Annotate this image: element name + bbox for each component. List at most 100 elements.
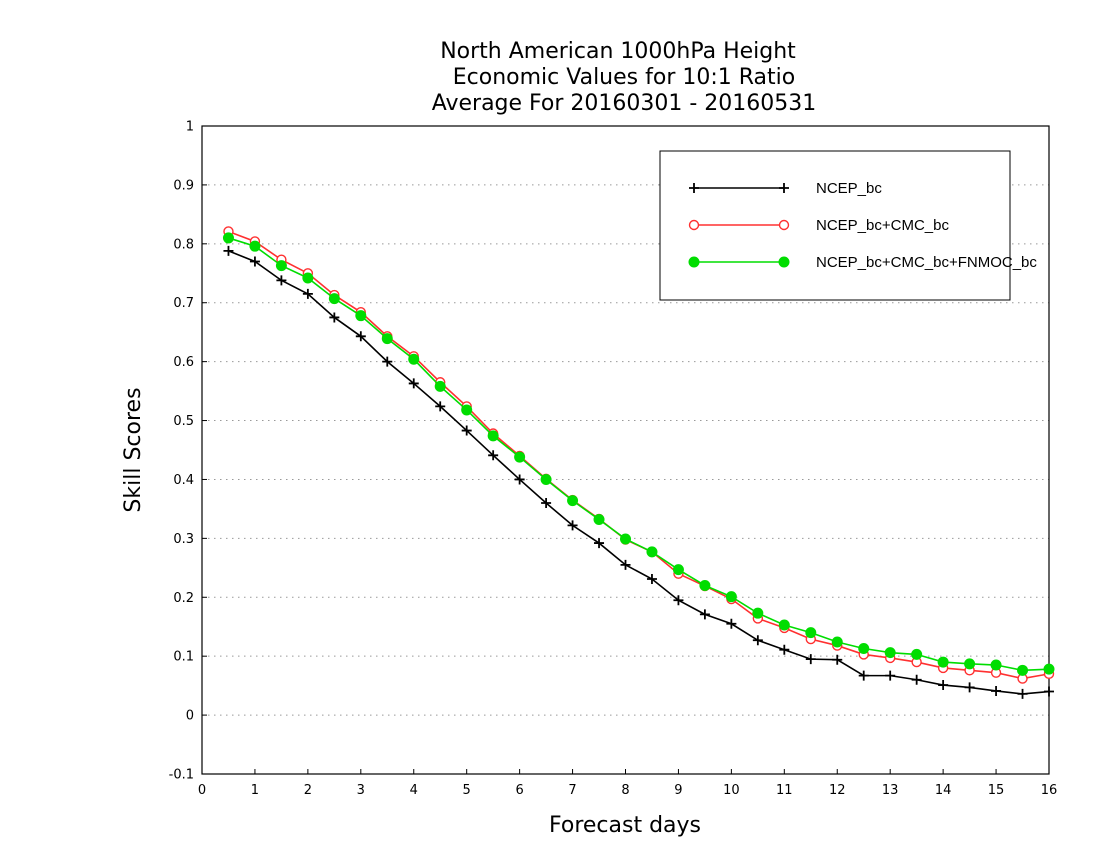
x-tick-label-2: 2 xyxy=(304,783,312,798)
series-0-point-5 xyxy=(355,331,366,342)
x-tick-label-11: 11 xyxy=(776,783,793,798)
series-2-point-4 xyxy=(328,293,340,305)
series-0-point-18 xyxy=(699,609,710,620)
series-2-point-8 xyxy=(434,380,446,392)
series-2-point-15 xyxy=(620,533,631,545)
series-0-point-28 xyxy=(964,682,975,693)
series-2-point-1 xyxy=(249,240,261,252)
x-tick-label-16: 16 xyxy=(1041,783,1058,798)
series-2-point-5 xyxy=(355,310,367,322)
x-tick-label-13: 13 xyxy=(882,783,899,798)
x-axis-ticks: 0 1 2 3 4 5 6 7 8 9 10 11 12 13 14 15 16 xyxy=(198,769,1057,798)
y-tick-label-5: 0.4 xyxy=(173,473,194,488)
series-0-point-15 xyxy=(620,559,631,570)
series-0-point-21 xyxy=(779,644,790,655)
y-tick-label-2: 0.1 xyxy=(173,650,194,665)
series-0-point-25 xyxy=(885,670,896,681)
series-2-point-19 xyxy=(725,591,737,603)
legend-item-2: NCEP_bc+CMC_bc+FNMOC_bc xyxy=(688,254,1037,271)
legend-label-2: NCEP_bc+CMC_bc+FNMOC_bc xyxy=(816,254,1037,271)
series-0-point-23 xyxy=(832,654,843,665)
y-tick-label-4: 0.3 xyxy=(173,532,194,547)
legend-marker-start-1 xyxy=(688,219,700,231)
x-tick-label-3: 3 xyxy=(357,783,365,798)
series-2-point-22 xyxy=(805,627,817,639)
y-tick-label-7: 0.6 xyxy=(173,355,194,370)
legend-marker-start-2 xyxy=(688,256,700,268)
series-2-point-11 xyxy=(514,451,526,463)
x-tick-label-7: 7 xyxy=(568,783,576,798)
series-0-point-26 xyxy=(911,674,922,685)
series-0-point-30 xyxy=(1017,688,1028,699)
legend: NCEP_bc NCEP_bc+CMC_bc NCEP_bc+CMC_bc+FNMO… xyxy=(659,150,1037,301)
chart-title: North American 1000hPa Height Economic V… xyxy=(432,39,817,116)
series-0-point-17 xyxy=(673,595,684,606)
legend-marker-end-2 xyxy=(778,256,790,268)
series-2-point-23 xyxy=(831,636,843,648)
y-tick-label-9: 0.8 xyxy=(173,237,194,252)
legend-item-0: NCEP_bc xyxy=(689,180,882,197)
series-2-point-21 xyxy=(778,619,790,631)
legend-marker-start-0 xyxy=(689,183,699,193)
x-tick-label-12: 12 xyxy=(829,783,846,798)
legend-marker-end-1 xyxy=(778,219,790,231)
x-tick-label-9: 9 xyxy=(674,783,682,798)
series-2-point-29 xyxy=(990,659,1002,671)
y-axis-ticks: -0.1 0 0.1 0.2 0.3 0.4 0.5 0.6 0.7 0.8 0.9 1 xyxy=(169,120,207,783)
series-2-point-6 xyxy=(381,333,393,345)
series-2-point-31 xyxy=(1043,663,1055,675)
series-0-point-27 xyxy=(938,680,949,691)
legend-item-1: NCEP_bc+CMC_bc xyxy=(688,217,949,234)
series-0-point-29 xyxy=(991,685,1002,696)
series-2-point-16 xyxy=(646,546,658,558)
series-2-point-30 xyxy=(1017,664,1029,676)
series-0-point-10 xyxy=(488,450,499,461)
series-2-point-3 xyxy=(302,272,314,284)
y-axis-label: Skill Scores xyxy=(121,387,146,512)
series-2-point-13 xyxy=(567,495,579,507)
y-tick-label-10: 0.9 xyxy=(173,178,194,193)
y-tick-label-1: 0 xyxy=(186,709,194,724)
series-0-point-13 xyxy=(567,520,578,531)
series-0-point-12 xyxy=(541,498,552,509)
series-2-point-27 xyxy=(937,656,949,668)
series-0-point-9 xyxy=(461,425,472,436)
series-2-point-25 xyxy=(884,647,896,659)
series-0-point-6 xyxy=(382,356,393,367)
y-tick-label-0: -0.1 xyxy=(169,768,194,783)
series-2-point-2 xyxy=(275,260,287,272)
series-2-point-14 xyxy=(593,514,605,526)
x-tick-label-5: 5 xyxy=(463,783,471,798)
x-tick-label-14: 14 xyxy=(935,783,952,798)
series-2-point-10 xyxy=(487,430,499,442)
series-0-point-24 xyxy=(858,670,869,681)
legend-marker-end-0 xyxy=(779,183,789,193)
series-0-point-31 xyxy=(1044,686,1054,697)
y-tick-label-8: 0.7 xyxy=(173,296,194,311)
series-0-point-19 xyxy=(726,618,737,629)
series-2-point-9 xyxy=(461,404,473,416)
series-0-point-0 xyxy=(223,245,234,256)
x-tick-label-4: 4 xyxy=(410,783,418,798)
series-0-point-11 xyxy=(514,474,525,485)
series-2-point-26 xyxy=(911,648,923,660)
chart-title-line-3: Average For 20160301 - 20160531 xyxy=(432,91,817,116)
x-tick-label-8: 8 xyxy=(621,783,629,798)
series-2-point-12 xyxy=(540,473,552,485)
series-2-point-28 xyxy=(964,658,976,670)
series-0-point-8 xyxy=(435,401,446,412)
series-line-0 xyxy=(228,250,1050,695)
series-0 xyxy=(223,245,1054,699)
y-tick-label-3: 0.2 xyxy=(173,591,194,606)
series-2-point-20 xyxy=(752,607,764,619)
series-line-2 xyxy=(228,237,1050,672)
series-2 xyxy=(222,232,1055,676)
x-tick-label-10: 10 xyxy=(723,783,740,798)
series-2-point-24 xyxy=(858,643,870,655)
y-tick-label-11: 1 xyxy=(186,120,194,135)
series-0-point-4 xyxy=(329,312,340,323)
series-0-point-3 xyxy=(302,288,313,299)
series-2-point-0 xyxy=(222,232,234,244)
x-axis-label: Forecast days xyxy=(549,813,701,838)
